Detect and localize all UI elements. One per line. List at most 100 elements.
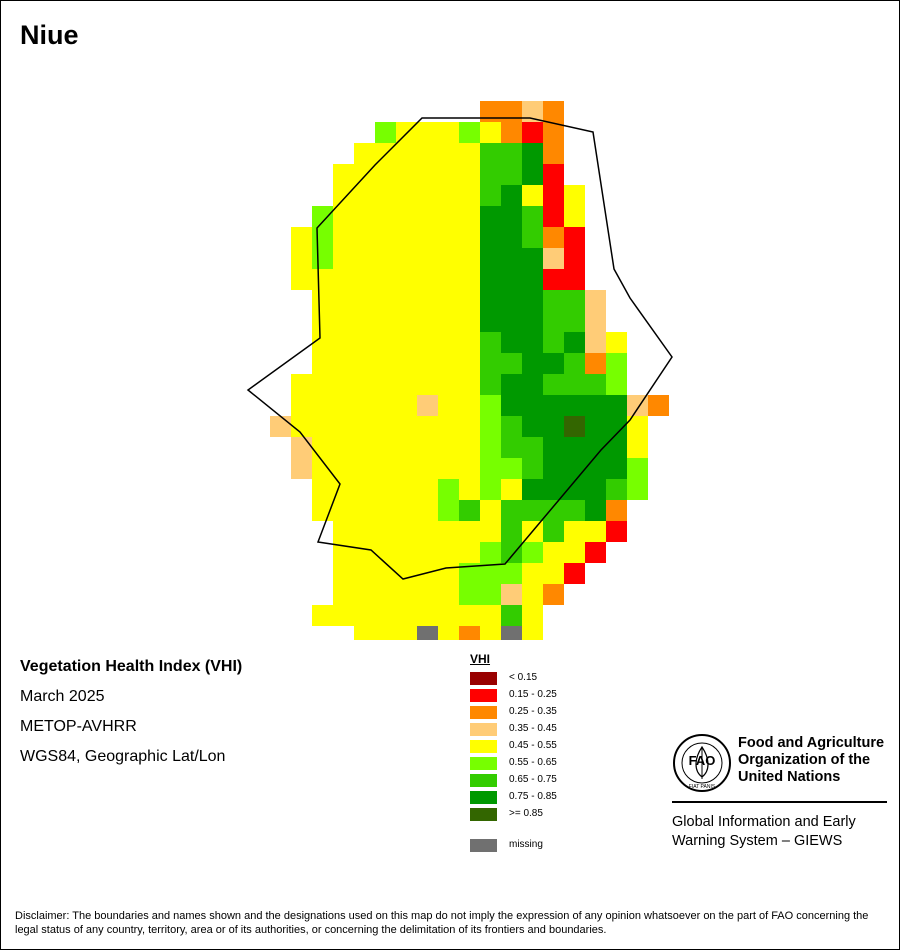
vhi-cell xyxy=(354,458,375,479)
vhi-cell xyxy=(354,185,375,206)
vhi-cell xyxy=(438,248,459,269)
vhi-cell xyxy=(543,374,564,395)
vhi-cell xyxy=(480,311,501,332)
vhi-cell xyxy=(333,353,354,374)
vhi-cell xyxy=(396,584,417,605)
program-name: Global Information and Early Warning Sys… xyxy=(672,813,856,851)
vhi-cell xyxy=(438,542,459,563)
vhi-cell xyxy=(312,437,333,458)
vhi-cell xyxy=(459,563,480,584)
vhi-cell xyxy=(396,458,417,479)
vhi-cell xyxy=(627,479,648,500)
legend-item: >= 0.85 xyxy=(470,806,543,823)
vhi-cell xyxy=(522,248,543,269)
vhi-cell xyxy=(564,500,585,521)
vhi-cell xyxy=(606,500,627,521)
vhi-cell xyxy=(522,353,543,374)
vhi-cell xyxy=(459,437,480,458)
vhi-cell xyxy=(312,479,333,500)
vhi-cell xyxy=(438,626,459,640)
vhi-cell xyxy=(375,605,396,626)
vhi-cell xyxy=(459,227,480,248)
vhi-cell xyxy=(417,311,438,332)
vhi-cell xyxy=(585,290,606,311)
vhi-cell xyxy=(543,542,564,563)
vhi-cell xyxy=(480,353,501,374)
vhi-cell xyxy=(438,458,459,479)
vhi-cell xyxy=(333,563,354,584)
vhi-cell xyxy=(333,311,354,332)
vhi-cell xyxy=(396,185,417,206)
vhi-cell xyxy=(501,227,522,248)
vhi-cell xyxy=(396,395,417,416)
vhi-cell xyxy=(543,416,564,437)
vhi-cell xyxy=(375,332,396,353)
vhi-cell xyxy=(480,143,501,164)
vhi-cell xyxy=(459,605,480,626)
vhi-cell xyxy=(333,248,354,269)
vhi-cell xyxy=(291,395,312,416)
vhi-cell xyxy=(396,563,417,584)
vhi-cell xyxy=(585,311,606,332)
legend-label-missing: missing xyxy=(509,839,543,850)
missing-cell xyxy=(501,626,522,640)
vhi-cell xyxy=(480,479,501,500)
vhi-cell xyxy=(396,290,417,311)
vhi-cell xyxy=(522,458,543,479)
legend-label: 0.35 - 0.45 xyxy=(509,723,557,734)
vhi-cell xyxy=(459,395,480,416)
legend-swatch xyxy=(470,723,497,736)
vhi-cell xyxy=(354,353,375,374)
vhi-cell xyxy=(459,143,480,164)
vhi-cell xyxy=(291,227,312,248)
vhi-cell xyxy=(396,164,417,185)
vhi-cell xyxy=(543,521,564,542)
vhi-grid xyxy=(270,101,669,640)
vhi-cell xyxy=(375,584,396,605)
vhi-cell xyxy=(501,248,522,269)
vhi-cell xyxy=(543,458,564,479)
vhi-cell xyxy=(606,458,627,479)
vhi-cell xyxy=(459,206,480,227)
vhi-cell xyxy=(480,521,501,542)
map-title: Niue xyxy=(20,20,79,50)
vhi-cell xyxy=(459,332,480,353)
vhi-cell xyxy=(459,584,480,605)
vhi-cell xyxy=(585,500,606,521)
vhi-cell xyxy=(543,353,564,374)
vhi-cell xyxy=(522,290,543,311)
vhi-cell xyxy=(501,563,522,584)
vhi-cell xyxy=(585,395,606,416)
vhi-cell xyxy=(543,584,564,605)
vhi-cell xyxy=(606,416,627,437)
vhi-cell xyxy=(564,269,585,290)
vhi-cell xyxy=(606,374,627,395)
vhi-cell xyxy=(459,269,480,290)
vhi-cell xyxy=(333,500,354,521)
vhi-cell xyxy=(459,311,480,332)
vhi-cell xyxy=(564,206,585,227)
vhi-cell xyxy=(375,626,396,640)
vhi-cell xyxy=(648,395,669,416)
vhi-cell xyxy=(459,521,480,542)
vhi-cell xyxy=(354,164,375,185)
legend-label: >= 0.85 xyxy=(509,808,543,819)
vhi-cell xyxy=(480,395,501,416)
vhi-cell xyxy=(396,626,417,640)
vhi-cell xyxy=(396,206,417,227)
vhi-cell xyxy=(354,395,375,416)
vhi-cell xyxy=(438,227,459,248)
vhi-cell xyxy=(354,479,375,500)
vhi-cell xyxy=(543,269,564,290)
vhi-cell xyxy=(585,353,606,374)
vhi-cell xyxy=(375,479,396,500)
vhi-cell xyxy=(312,332,333,353)
vhi-cell xyxy=(417,374,438,395)
vhi-cell xyxy=(396,311,417,332)
vhi-cell xyxy=(354,563,375,584)
vhi-cell xyxy=(417,605,438,626)
vhi-cell xyxy=(522,227,543,248)
vhi-cell xyxy=(354,269,375,290)
legend-label: 0.45 - 0.55 xyxy=(509,740,557,751)
vhi-cell xyxy=(501,353,522,374)
